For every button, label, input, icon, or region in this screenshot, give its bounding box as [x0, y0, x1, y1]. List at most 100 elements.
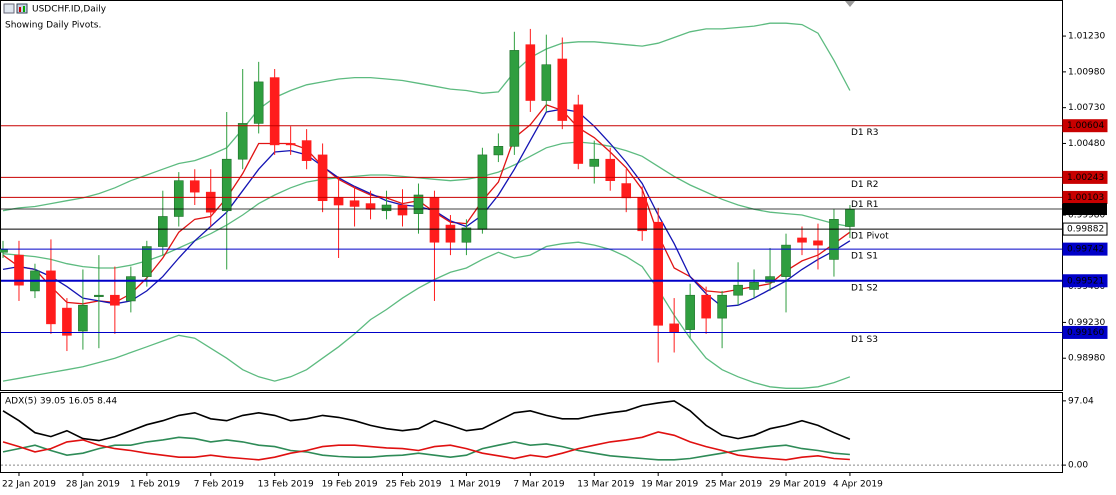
x-tick-label: 28 Jan 2019 [66, 480, 120, 490]
candle-body [158, 216, 168, 247]
price-box-label: 1.00604 [1067, 121, 1104, 131]
candle-body [717, 294, 727, 319]
price-box [1062, 170, 1108, 184]
candle-body [237, 123, 248, 160]
x-tick-label: 13 Mar 2019 [577, 480, 634, 490]
y-tick-label: 1.00480 [1068, 139, 1105, 149]
adx-panel-frame [0, 392, 1063, 473]
indicator-line [2, 431, 850, 461]
price-box-label: 1.00243 [1067, 173, 1104, 183]
chart-subtitle: Showing Daily Pivots. [5, 21, 101, 31]
y-tick-label: 0.99230 [1068, 318, 1105, 328]
icon-detail [19, 7, 21, 12]
candle-body [493, 146, 504, 156]
candle-body [605, 158, 616, 181]
candle-body [381, 204, 392, 212]
y-tick-label: 0.98980 [1068, 354, 1105, 364]
indicator-line [2, 104, 851, 305]
y-tick-label: 1.00730 [1068, 103, 1105, 113]
shift-marker [845, 1, 855, 7]
y-tick-label: 1.00980 [1068, 67, 1105, 77]
price-box [1062, 242, 1108, 256]
price-box [1062, 119, 1108, 133]
candle-body [813, 240, 823, 246]
candle-body [509, 50, 520, 147]
candle-body [797, 237, 807, 243]
price-box-label: 1.00103 [1067, 193, 1104, 203]
candle-body [461, 227, 472, 243]
candle-body [845, 209, 855, 227]
pivot-label: D1 S3 [851, 335, 878, 345]
candle-body [46, 270, 56, 325]
symbol-icon [3, 3, 15, 14]
pivot-label: D1 R2 [851, 180, 879, 190]
candle-body [62, 307, 72, 336]
candle-body [94, 294, 104, 297]
y-tick-label: 97.04 [1068, 396, 1094, 406]
pivot-label: D1 S2 [851, 283, 878, 293]
candle-body [445, 224, 456, 243]
y-tick-label: 0.99980 [1068, 211, 1105, 221]
y-tick-label: 0.00 [1068, 461, 1088, 471]
candle-body [573, 104, 584, 164]
candle-body [221, 158, 232, 212]
x-tick-label: 19 Feb 2019 [322, 480, 378, 490]
candle-body [0, 249, 8, 253]
pivot-label: D1 S1 [851, 252, 878, 262]
x-tick-label: 1 Feb 2019 [130, 480, 181, 490]
x-tick-label: 19 Mar 2019 [641, 480, 698, 490]
candle-body [301, 140, 312, 161]
pivot-label: D1 R3 [851, 128, 879, 138]
icon-detail [23, 6, 25, 12]
candle-body [749, 282, 759, 290]
candle-body [269, 77, 280, 146]
price-box [1062, 274, 1108, 288]
indicator-line [2, 241, 851, 389]
candle-body [78, 304, 88, 332]
adx-title: ADX(5) 39.05 16.05 8.44 [5, 397, 117, 407]
x-tick-label: 13 Feb 2019 [258, 480, 314, 490]
candle-body [205, 191, 216, 213]
last-price-label: 1.00022 [1067, 205, 1104, 215]
price-box-label: 0.99521 [1067, 276, 1104, 286]
x-tick-label: 29 Mar 2019 [769, 480, 826, 490]
candle-body [173, 180, 184, 217]
candle-body [110, 294, 120, 306]
candle-body [589, 158, 600, 167]
price-box-label: 0.99882 [1067, 225, 1104, 235]
candle-body [365, 203, 376, 210]
candle-body [253, 81, 264, 124]
candle-body [685, 294, 695, 330]
candle-body [429, 197, 440, 243]
candle-body [477, 154, 488, 230]
candle-body [637, 197, 648, 232]
candle-body [14, 254, 24, 286]
candle-body [525, 44, 536, 101]
candle-body [413, 194, 424, 214]
candle-body [669, 323, 679, 333]
last-price-box [1063, 203, 1107, 216]
x-tick-label: 25 Mar 2019 [705, 480, 762, 490]
candle-body [349, 200, 360, 207]
x-tick-label: 25 Feb 2019 [386, 480, 442, 490]
period-icon [16, 3, 28, 14]
price-box [1062, 325, 1108, 339]
candle-body [781, 244, 791, 277]
candle-body [541, 64, 552, 101]
x-tick-label: 1 Mar 2019 [449, 480, 501, 490]
price-box-label: 0.99160 [1067, 328, 1104, 338]
price-box [1062, 222, 1108, 236]
candle-body [701, 294, 711, 319]
indicator-line [2, 436, 850, 461]
price-box-label: 0.99742 [1067, 245, 1104, 255]
candle-body [285, 143, 296, 146]
pivot-label: D1 Pivot [851, 232, 889, 242]
indicator-line [2, 22, 851, 212]
indicator-line [2, 400, 851, 442]
candle-body [142, 246, 152, 277]
x-tick-label: 7 Feb 2019 [194, 480, 245, 490]
candle-body [126, 276, 136, 302]
x-tick-label: 4 Apr 2019 [833, 480, 883, 490]
pivot-label: D1 R1 [851, 200, 879, 210]
